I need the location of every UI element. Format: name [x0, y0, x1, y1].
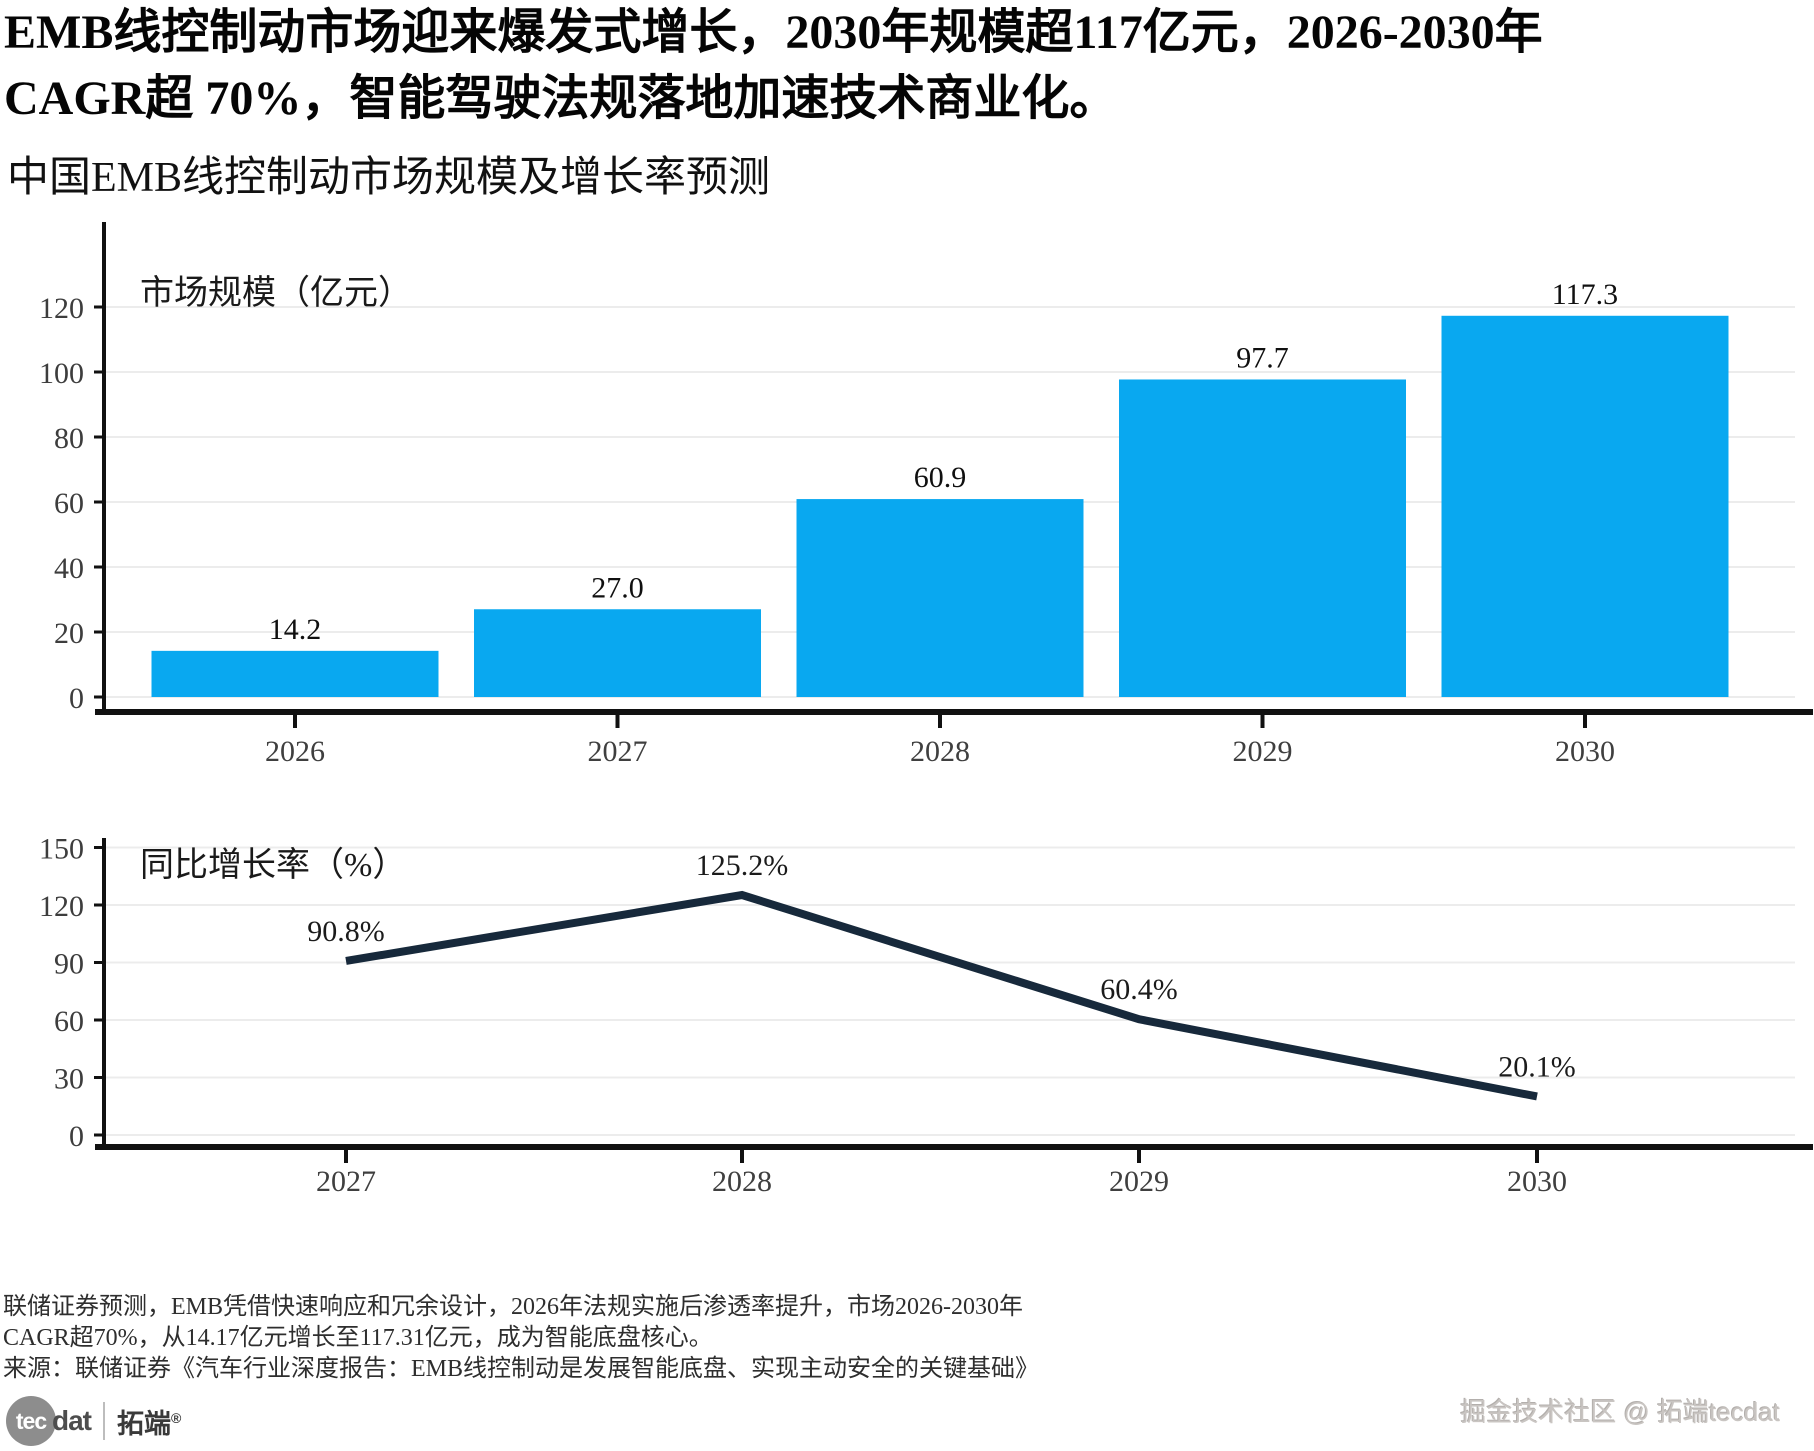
page-title: EMB线控制动市场迎来爆发式增长，2030年规模超117亿元，2026-2030… [4, 0, 1804, 132]
x-tick-label: 2028 [712, 1165, 772, 1198]
x-tick-label: 2030 [1507, 1165, 1567, 1198]
logo-tec-text: tec [15, 1407, 47, 1434]
chart-subtitle: 中国EMB线控制动市场规模及增长率预测 [7, 155, 771, 201]
y-tick-label: 40 [54, 552, 84, 585]
market-size-bar-chart: 0 20 40 60 80 100 120 14.2 27.0 60.9 97.7 117.3 2026… [39, 222, 1813, 768]
bar [796, 499, 1084, 697]
x-tick-label: 2029 [1109, 1165, 1169, 1198]
y-tick-label: 20 [54, 617, 84, 650]
x-tick-label: 2027 [588, 735, 648, 768]
y-tick-label: 120 [39, 890, 84, 923]
bar [151, 650, 439, 697]
point-value-label: 125.2% [696, 849, 789, 882]
y-tick-label: 30 [54, 1062, 84, 1095]
bar-value-label: 14.2 [269, 613, 322, 646]
footer-source-line: 来源：联储证券《汽车行业深度报告：EMB线控制动是发展智能底盘、实现主动安全的关… [3, 1356, 1040, 1382]
chart-inner-title: 市场规模（亿元） [140, 274, 412, 312]
logo-dat-text: dat [52, 1405, 92, 1436]
chart-inner-title: 同比增长率（%） [140, 846, 406, 884]
x-tick-label: 2029 [1233, 735, 1293, 768]
watermark: 掘金技术社区 @ 拓端tecdat [1460, 1397, 1780, 1427]
bar-value-label: 97.7 [1236, 341, 1289, 374]
footer-note-line-2: CAGR超70%，从14.17亿元增长至117.31亿元，成为智能底盘核心。 [3, 1325, 713, 1351]
bar-value-label: 60.9 [914, 461, 967, 494]
point-value-label: 20.1% [1498, 1050, 1576, 1083]
y-tick-label: 80 [54, 422, 84, 455]
y-tick-label: 0 [69, 682, 84, 715]
x-tick-label: 2030 [1555, 735, 1615, 768]
tecdat-logo: tec dat 拓端® [6, 1394, 181, 1448]
y-tick-label: 60 [54, 487, 84, 520]
x-tick-label: 2027 [316, 1165, 376, 1198]
y-tick-label: 60 [54, 1005, 84, 1038]
bar [1441, 315, 1729, 697]
point-value-label: 90.8% [307, 915, 385, 948]
footer-notes: 联储证券预测，EMB凭借快速响应和冗余设计，2026年法规实施后渗透率提升，市场… [3, 1292, 1203, 1385]
logo-divider [103, 1402, 105, 1440]
trend-line [345, 890, 1538, 1101]
page-title-line-2: CAGR超 70%，智能驾驶法规落地加速技术商业化。 [4, 72, 1118, 125]
logo-cn-text: 拓端® [117, 1408, 182, 1439]
y-tick-label: 150 [39, 832, 84, 865]
y-tick-label: 0 [69, 1120, 84, 1153]
tecdat-logo-circle-icon: tec [6, 1396, 56, 1446]
growth-rate-line-chart: 0 30 60 90 120 150 90.8% 125.2% 60.4% 20.1% 2027 20… [39, 832, 1813, 1198]
y-tick-label: 100 [39, 357, 84, 390]
bar [474, 609, 761, 697]
point-value-label: 60.4% [1100, 973, 1178, 1006]
bar-value-label: 117.3 [1552, 278, 1618, 311]
x-tick-label: 2026 [265, 735, 325, 768]
footer-note-line-1: 联储证券预测，EMB凭借快速响应和冗余设计，2026年法规实施后渗透率提升，市场… [3, 1294, 1023, 1320]
registered-mark: ® [171, 1409, 182, 1426]
x-tick-label: 2028 [910, 735, 970, 768]
y-tick-label: 90 [54, 947, 84, 980]
page-title-line-1: EMB线控制动市场迎来爆发式增长，2030年规模超117亿元，2026-2030… [4, 6, 1543, 59]
bar [1119, 379, 1406, 697]
bar-value-label: 27.0 [591, 571, 644, 604]
y-tick-label: 120 [39, 292, 84, 325]
